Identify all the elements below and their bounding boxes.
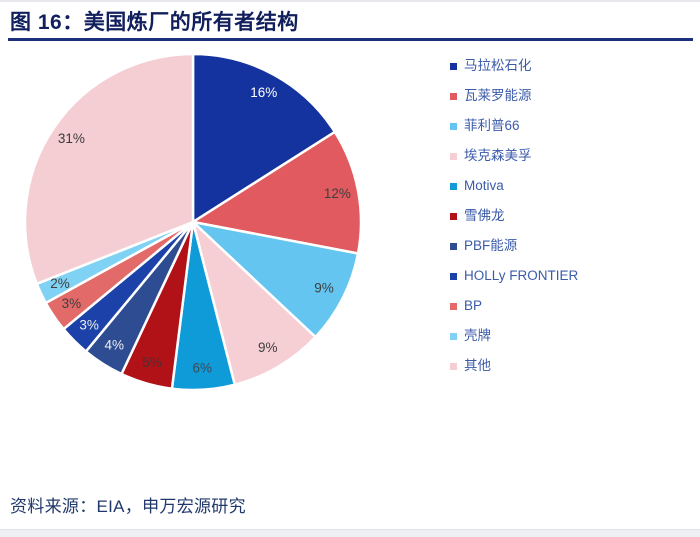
legend-label: PBF能源 xyxy=(464,238,518,254)
legend-swatch-icon xyxy=(450,332,457,340)
legend-label: 马拉松石化 xyxy=(464,58,532,74)
pie-slice-percent-label-2: 9% xyxy=(314,280,334,295)
legend-item-6: PBF能源 xyxy=(450,231,695,261)
pie-slice-percent-label-6: 4% xyxy=(104,338,124,353)
legend-label: 埃克森美孚 xyxy=(464,148,532,164)
pie-slice-0 xyxy=(191,52,337,225)
legend-label: 其他 xyxy=(464,358,491,374)
pie-slice-percent-label-4: 6% xyxy=(192,360,212,375)
legend-swatch-icon xyxy=(450,62,457,70)
legend-swatch-icon xyxy=(450,242,457,250)
legend-label: 雪佛龙 xyxy=(464,208,505,224)
legend-label: Motiva xyxy=(464,178,504,194)
legend-item-4: Motiva xyxy=(450,171,695,201)
pie-slice-10 xyxy=(23,52,195,286)
chart-legend: 马拉松石化瓦莱罗能源菲利普66 埃克森美孚 Motiva 雪佛龙 PBF能源 HOLLy … xyxy=(450,51,695,381)
legend-swatch-icon xyxy=(450,272,457,280)
legend-swatch-icon xyxy=(450,182,457,190)
pie-slice-percent-label-1: 12% xyxy=(324,186,351,201)
pie-chart: 16% 12% 9% 9% 6% 5% 4% 3% 3% 2% 31% xyxy=(23,52,363,392)
legend-label: 壳牌 xyxy=(464,328,491,344)
legend-swatch-icon xyxy=(450,122,457,130)
pie-slice-2 xyxy=(189,219,360,339)
legend-swatch-icon xyxy=(450,92,457,100)
source-note: 资料来源：EIA，申万宏源研究 xyxy=(10,497,246,516)
title-underline xyxy=(8,38,693,41)
legend-item-8: BP xyxy=(450,291,695,321)
pie-slice-1 xyxy=(189,130,363,255)
top-edge-divider xyxy=(0,0,700,2)
pie-slice-percent-label-0: 16% xyxy=(250,85,277,100)
legend-swatch-icon xyxy=(450,152,457,160)
legend-label: 瓦莱罗能源 xyxy=(464,88,532,104)
legend-item-0: 马拉松石化 xyxy=(450,51,695,81)
legend-swatch-icon xyxy=(450,362,457,370)
legend-label: BP xyxy=(464,298,483,314)
pie-slice-percent-label-9: 2% xyxy=(50,276,70,291)
pie-slice-percent-label-7: 3% xyxy=(79,317,99,332)
pie-chart-area: 16% 12% 9% 9% 6% 5% 4% 3% 3% 2% 31% xyxy=(0,45,460,485)
legend-label: HOLLy FRONTIER xyxy=(464,268,579,284)
legend-item-5: 雪佛龙 xyxy=(450,201,695,231)
legend-item-10: 其他 xyxy=(450,351,695,381)
pie-slice-percent-label-5: 5% xyxy=(142,355,162,370)
pie-slice-percent-label-10: 31% xyxy=(58,131,85,146)
pie-slice-3 xyxy=(190,218,318,387)
legend-item-3: 埃克森美孚 xyxy=(450,141,695,171)
figure-title: 图 16：美国炼厂的所有者结构 xyxy=(10,11,299,34)
pie-slice-percent-label-3: 9% xyxy=(258,340,278,355)
bottom-edge-strip xyxy=(0,529,700,537)
pie-slice-percent-label-8: 3% xyxy=(62,296,82,311)
legend-item-2: 菲利普66 xyxy=(450,111,695,141)
legend-item-9: 壳牌 xyxy=(450,321,695,351)
legend-item-7: HOLLy FRONTIER xyxy=(450,261,695,291)
legend-swatch-icon xyxy=(450,212,457,220)
legend-swatch-icon xyxy=(450,302,457,310)
legend-item-1: 瓦莱罗能源 xyxy=(450,81,695,111)
legend-label: 菲利普66 xyxy=(464,118,520,134)
